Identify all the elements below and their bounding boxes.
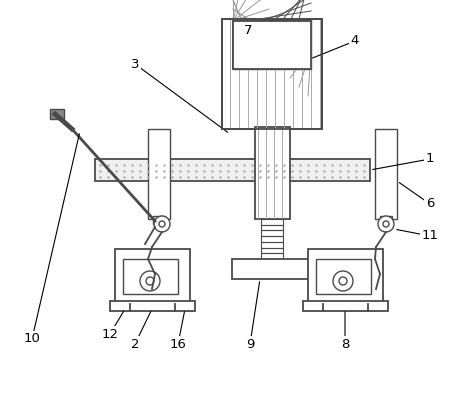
Text: 3: 3	[130, 57, 139, 71]
Bar	[123, 259, 178, 294]
Text: 2: 2	[130, 338, 139, 350]
Circle shape	[159, 221, 165, 227]
Text: 16: 16	[169, 338, 186, 350]
Bar	[50, 109, 64, 119]
Circle shape	[377, 216, 393, 232]
Circle shape	[146, 277, 154, 285]
Circle shape	[154, 216, 169, 232]
Circle shape	[140, 271, 159, 291]
Circle shape	[332, 271, 352, 291]
Text: 9: 9	[245, 338, 254, 350]
Bar	[315, 259, 370, 294]
Bar	[260, 225, 282, 231]
Bar	[260, 231, 282, 236]
Bar	[260, 247, 282, 253]
Text: 7: 7	[243, 24, 252, 38]
Bar	[302, 301, 387, 311]
Bar	[260, 253, 282, 259]
Text: 12: 12	[101, 328, 118, 340]
Bar	[221, 19, 321, 129]
Bar	[260, 236, 282, 242]
Circle shape	[338, 277, 346, 285]
Bar	[255, 127, 289, 219]
Bar	[95, 159, 369, 181]
Bar	[110, 301, 195, 311]
Bar	[231, 259, 311, 279]
Text: 1: 1	[425, 152, 433, 166]
Bar	[232, 21, 310, 69]
Text: 10: 10	[23, 332, 40, 346]
Bar	[260, 242, 282, 247]
Bar	[374, 129, 396, 219]
Bar	[260, 219, 282, 225]
Text: 11: 11	[421, 229, 437, 243]
Circle shape	[382, 221, 388, 227]
Bar	[307, 249, 382, 304]
Bar	[153, 216, 165, 224]
Text: 4: 4	[350, 34, 358, 47]
Bar	[148, 129, 169, 219]
Text: 8: 8	[340, 338, 348, 350]
Bar	[379, 216, 391, 224]
Bar	[221, 19, 321, 129]
Text: 6: 6	[425, 198, 433, 211]
Bar	[115, 249, 189, 304]
Bar	[232, 21, 310, 69]
Bar	[232, 19, 310, 69]
